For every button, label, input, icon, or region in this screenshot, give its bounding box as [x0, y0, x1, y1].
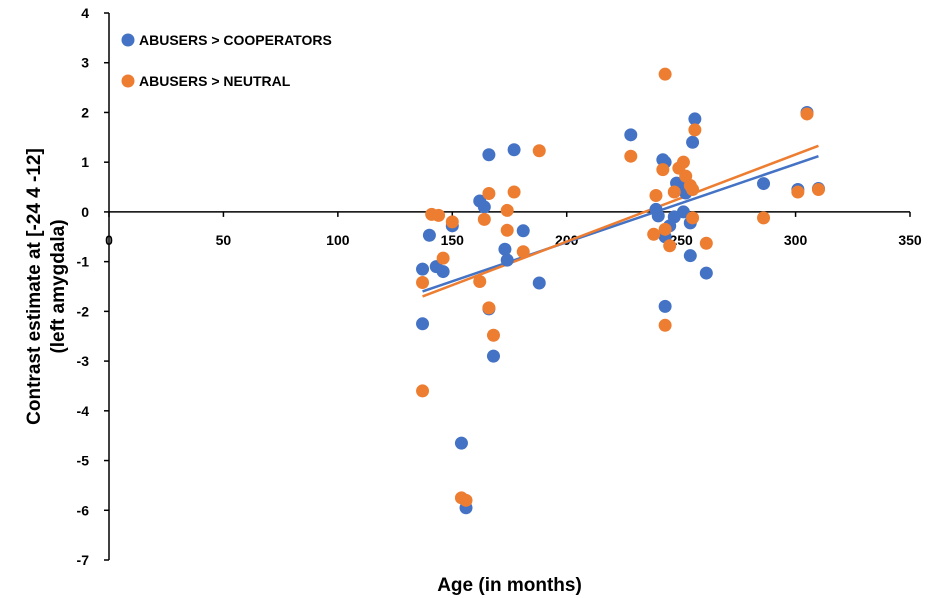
data-point-series-1: [477, 200, 491, 214]
data-point-series-2: [686, 183, 700, 197]
legend-label-series-1: ABUSERS > COOPERATORS: [139, 32, 332, 48]
x-tick-label: 0: [105, 232, 113, 248]
legend: ABUSERS > COOPERATORS ABUSERS > NEUTRAL: [121, 32, 332, 89]
data-point-series-2: [688, 123, 702, 137]
data-point-series-1: [454, 436, 468, 450]
data-point-series-2: [656, 163, 670, 177]
data-point-series-2: [658, 222, 672, 236]
data-point-series-1: [498, 242, 512, 256]
data-point-series-2: [686, 211, 700, 225]
data-point-series-2: [416, 276, 430, 290]
data-point-series-1: [507, 143, 521, 157]
data-point-series-1: [757, 177, 771, 191]
y-axis-title-line: Contrast estimate at [-24 4 -12]: [24, 148, 45, 425]
x-tick-label: 300: [784, 232, 808, 248]
data-points: [416, 67, 825, 515]
data-point-series-2: [507, 185, 521, 199]
data-point-series-1: [686, 135, 700, 149]
trendlines: [422, 144, 819, 298]
data-point-series-2: [500, 203, 514, 217]
data-point-series-2: [459, 493, 473, 507]
y-tick-label: 0: [81, 204, 89, 220]
data-point-series-2: [500, 223, 514, 237]
y-tick-label: 4: [81, 5, 89, 21]
y-tick-label: -1: [77, 254, 90, 270]
data-point-series-2: [482, 187, 496, 201]
data-point-series-2: [757, 211, 771, 225]
data-point-series-2: [532, 144, 546, 158]
y-tick-label: 2: [81, 104, 89, 120]
data-point-series-1: [699, 266, 713, 280]
x-tick-label: 150: [441, 232, 465, 248]
data-point-series-1: [624, 128, 638, 142]
y-tick-label: -5: [77, 453, 90, 469]
data-point-series-2: [676, 155, 690, 169]
x-tick-label: 350: [898, 232, 922, 248]
data-point-series-2: [658, 318, 672, 332]
x-axis-title: Age (in months): [437, 575, 582, 596]
legend-label-series-2: ABUSERS > NEUTRAL: [139, 73, 291, 89]
data-point-series-1: [436, 265, 450, 279]
data-point-series-2: [791, 185, 805, 199]
data-point-series-2: [663, 239, 677, 253]
y-tick-label: -4: [77, 403, 90, 419]
x-tick-label: 100: [326, 232, 350, 248]
data-point-series-1: [422, 228, 436, 242]
y-axis-title-line: (left amygdala): [48, 219, 69, 353]
data-point-series-1: [516, 224, 530, 238]
data-point-series-2: [473, 275, 487, 289]
y-tick-label: -6: [77, 502, 90, 518]
y-tick-label: 3: [81, 55, 89, 71]
data-point-series-2: [416, 384, 430, 398]
data-point-series-2: [436, 251, 450, 265]
trendline-series-1: [422, 155, 819, 293]
y-tick-label: 1: [81, 154, 89, 170]
data-point-series-2: [486, 328, 500, 342]
data-point-series-2: [647, 227, 661, 241]
data-point-series-2: [445, 215, 459, 229]
y-tick-label: -3: [77, 353, 90, 369]
y-tick-label: -2: [77, 303, 90, 319]
data-point-series-2: [482, 301, 496, 315]
data-point-series-1: [683, 249, 697, 263]
legend-marker-series-1: [121, 33, 135, 47]
y-axis-title: Contrast estimate at [-24 4 -12] (left am…: [24, 148, 69, 425]
data-point-series-1: [532, 276, 546, 290]
x-tick-label: 50: [216, 232, 232, 248]
data-point-series-1: [651, 209, 665, 223]
data-point-series-2: [800, 107, 814, 121]
axes: [104, 12, 911, 561]
data-point-series-1: [416, 317, 430, 331]
data-point-series-1: [416, 262, 430, 276]
data-point-series-1: [658, 299, 672, 313]
data-point-series-1: [688, 112, 702, 126]
data-point-series-2: [432, 208, 446, 222]
data-point-series-2: [649, 188, 663, 202]
legend-marker-series-2: [121, 74, 135, 88]
data-point-series-2: [658, 67, 672, 81]
data-point-series-1: [482, 148, 496, 162]
trendline-series-2: [422, 144, 819, 298]
data-point-series-2: [667, 185, 681, 199]
data-point-series-1: [486, 349, 500, 363]
data-point-series-2: [624, 149, 638, 163]
data-point-series-2: [477, 212, 491, 226]
data-point-series-2: [699, 236, 713, 250]
data-point-series-2: [516, 245, 530, 259]
data-point-series-1: [500, 253, 514, 267]
data-point-series-2: [811, 183, 825, 197]
y-tick-label: -7: [77, 552, 90, 568]
